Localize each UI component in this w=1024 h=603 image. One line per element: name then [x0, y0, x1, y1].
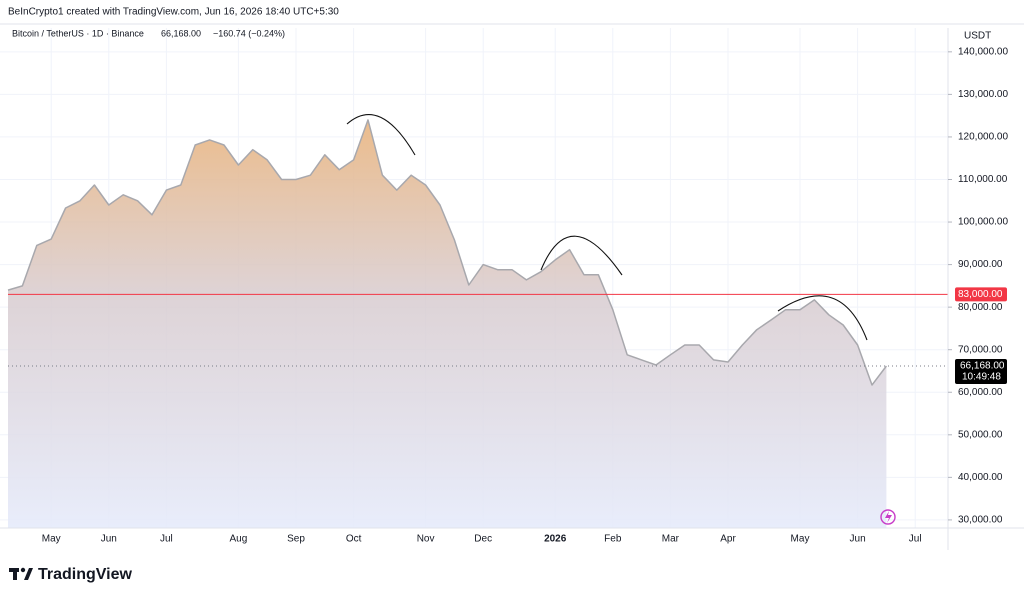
y-tick-label: 140,000.00	[958, 46, 1008, 57]
x-tick-label: Oct	[346, 534, 362, 545]
line	[7, 119, 887, 386]
level-label-box	[955, 287, 1007, 302]
brand: TradingView	[38, 566, 133, 583]
plot-layer	[7, 119, 948, 529]
y-tick-label: 120,000.00	[958, 132, 1008, 143]
price: 66,168.00	[161, 28, 201, 38]
x-tick-label: May	[42, 534, 61, 545]
logo-mark	[20, 567, 26, 573]
y-tick-label: 60,000.00	[958, 387, 1003, 398]
level-label: 83,000.00	[958, 289, 1003, 300]
y-tick-label: 50,000.00	[958, 429, 1003, 440]
last-price-label: 66,168.00	[960, 361, 1005, 372]
y-tick-label: 80,000.00	[958, 302, 1003, 313]
x-tick-label: Feb	[604, 534, 622, 545]
y-tick-label: 110,000.00	[958, 174, 1008, 185]
x-tick-label: Jul	[160, 534, 173, 545]
y-tick-label: 30,000.00	[958, 515, 1003, 526]
x-tick-label: Jul	[909, 534, 922, 545]
arc	[346, 114, 416, 156]
y-tick-label: 130,000.00	[958, 89, 1008, 100]
x-tick-label: Sep	[287, 534, 305, 545]
logo: TradingView	[9, 566, 133, 583]
header: BeInCrypto1 created with TradingView.com…	[8, 7, 339, 18]
alert-icon-bolt	[885, 511, 892, 523]
y-tick-label: 70,000.00	[958, 344, 1003, 355]
x-tick-label: Jun	[850, 534, 866, 545]
annotations	[346, 114, 868, 341]
logo-mark	[13, 568, 17, 580]
x-tick-label: May	[791, 534, 810, 545]
x-tick-label: Nov	[417, 534, 435, 545]
x-tick-label: Aug	[230, 534, 248, 545]
countdown-label: 10:49:48	[962, 372, 1001, 383]
logo-mark	[24, 568, 33, 580]
x-tick-label: Mar	[662, 534, 680, 545]
y-tick-label: 40,000.00	[958, 472, 1003, 483]
arc	[777, 295, 868, 341]
area	[8, 119, 887, 529]
last-price-box	[955, 359, 1007, 385]
y-tick-label: 90,000.00	[958, 259, 1003, 270]
change: −160.74 (−0.24%)	[213, 28, 285, 38]
y-tick-label: 100,000.00	[958, 217, 1008, 228]
y-unit: USDT	[964, 31, 991, 42]
arc	[540, 235, 623, 276]
symbol: Bitcoin / TetherUS · 1D · Binance	[12, 28, 144, 38]
alert-icon[interactable]	[880, 509, 896, 525]
x-tick-label: Apr	[720, 534, 736, 545]
x-tick-label: 2026	[544, 534, 567, 545]
x-tick-label: Jun	[101, 534, 117, 545]
x-tick-label: Dec	[474, 534, 492, 545]
